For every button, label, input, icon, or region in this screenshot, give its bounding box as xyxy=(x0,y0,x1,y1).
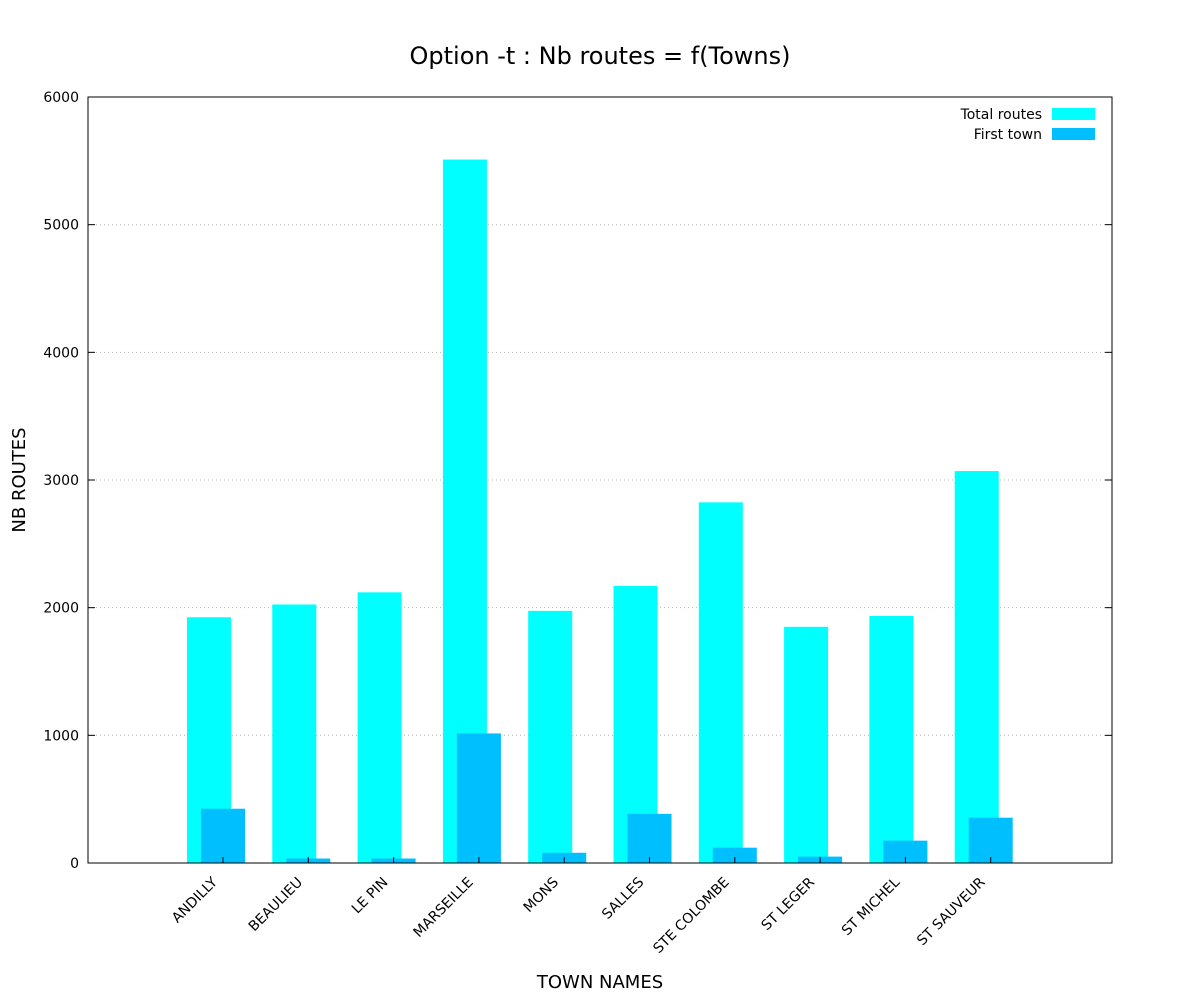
x-axis-ticks: ANDILLY BEAULIEU LE PIN MARSEILLE MONS SALLES… xyxy=(169,857,992,957)
y-tick-label: 5000 xyxy=(43,218,79,234)
x-tick-label: MARSEILLE xyxy=(410,875,476,941)
x-tick-label: ANDILLY xyxy=(169,874,221,926)
bar-total-routes xyxy=(869,615,914,863)
bar-total-routes xyxy=(357,592,402,863)
x-tick-label: ST MICHEL xyxy=(839,874,904,939)
y-tick-label: 2000 xyxy=(43,601,79,617)
y-tick-label: 6000 xyxy=(43,90,79,106)
bar-total-routes xyxy=(528,610,573,863)
bar-first-town xyxy=(456,733,501,863)
bar-first-town xyxy=(201,808,245,863)
y-tick-label: 3000 xyxy=(43,473,79,489)
y-tick-label: 0 xyxy=(70,856,79,872)
y-tick-label: 4000 xyxy=(43,345,79,361)
bars xyxy=(187,159,1013,864)
x-tick-label: MONS xyxy=(521,874,562,915)
bar-total-routes xyxy=(698,502,743,863)
bar-first-town xyxy=(883,840,928,863)
x-tick-label: STE COLOMBE xyxy=(650,875,732,957)
bar-first-town xyxy=(968,817,1013,863)
y-tick-label: 1000 xyxy=(43,728,79,744)
legend-label: First town xyxy=(974,127,1042,143)
legend-swatch xyxy=(1052,128,1095,140)
x-tick-label: ST LEGER xyxy=(759,874,819,934)
chart-title: Option -t : Nb routes = f(Towns) xyxy=(409,42,790,70)
legend-label: Total routes xyxy=(960,107,1042,123)
x-tick-label: BEAULIEU xyxy=(246,875,306,935)
y-axis-ticks: 0 1000 2000 3000 4000 5000 6000 xyxy=(43,90,1112,872)
x-tick-label: ST SAUVEUR xyxy=(914,874,989,949)
y-axis-label: NB ROUTES xyxy=(9,427,30,532)
bar-first-town xyxy=(712,847,757,863)
legend-swatch xyxy=(1052,108,1095,120)
bar-total-routes xyxy=(954,471,999,863)
bar-total-routes xyxy=(272,604,317,863)
bar-total-routes xyxy=(784,626,829,863)
x-tick-label: LE PIN xyxy=(349,875,392,918)
legend: Total routes First town xyxy=(960,107,1095,143)
x-tick-label: SALLES xyxy=(599,874,647,922)
bar-first-town xyxy=(627,813,672,863)
grid-lines xyxy=(88,224,1112,736)
x-axis-label: TOWN NAMES xyxy=(536,972,663,993)
